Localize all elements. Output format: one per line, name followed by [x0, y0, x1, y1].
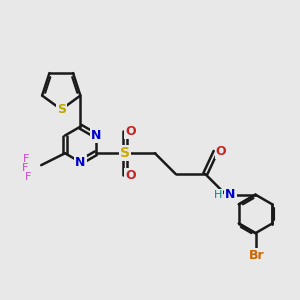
Text: F: F [22, 163, 28, 173]
Text: S: S [57, 103, 66, 116]
Text: F: F [25, 172, 31, 182]
Text: N: N [75, 156, 85, 169]
Text: S: S [120, 146, 130, 160]
Text: Br: Br [249, 249, 265, 262]
Text: O: O [125, 124, 136, 138]
Text: O: O [125, 169, 136, 182]
Text: O: O [216, 145, 226, 158]
Text: N: N [225, 188, 236, 201]
Text: N: N [91, 129, 101, 142]
Text: F: F [23, 154, 30, 164]
Text: H: H [213, 190, 222, 200]
